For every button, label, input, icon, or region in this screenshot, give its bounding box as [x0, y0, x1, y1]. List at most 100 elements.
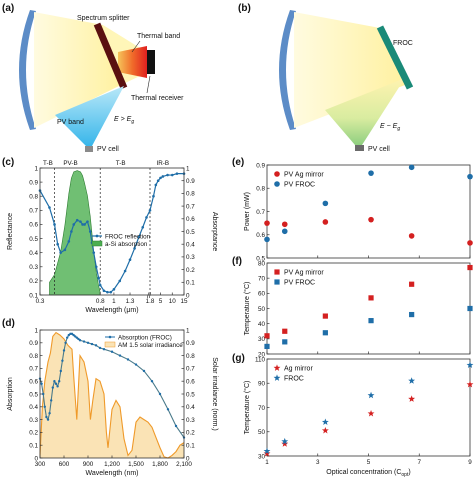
legend-marker-e [274, 181, 280, 187]
y-tick-label-d: 0 [34, 455, 38, 462]
label-condition-b: E ~ Eg [380, 123, 400, 132]
label-froc: FROC [393, 40, 413, 47]
froc-absorption-point [78, 339, 82, 342]
froc-absorption-point [166, 408, 170, 411]
data-point-e [264, 236, 270, 243]
froc-absorption-point [75, 336, 79, 339]
y-tick-label-f: 60 [258, 291, 266, 298]
legend-label-e: PV Ag mirror [284, 172, 324, 179]
x-tick-label-d: 300 [35, 461, 46, 468]
froc-absorption-point [118, 354, 122, 357]
x-tick-label-c: 1 [112, 298, 116, 305]
data-point-e [281, 221, 288, 228]
froc-reflection-point [166, 173, 169, 177]
froc-reflection-point [137, 235, 141, 239]
panel-d-label: (d) [2, 318, 15, 329]
data-point-g [408, 377, 416, 384]
y-tick-label-g: 70 [258, 405, 266, 412]
panel-f-label: (f) [232, 256, 242, 267]
chart-c-plot: T-B PV-B T-B IR-B // 0.1 0.2 0.3 0.4 0.5 0.6 0.7 0.8… [7, 160, 218, 314]
data-point-e [368, 170, 374, 176]
froc-reflection-point [133, 247, 136, 250]
froc-absorption-point [53, 380, 56, 383]
chart-e-plot: 0.5 0.6 0.7 0.8 0.9 Power (mW) PV Ag mirror PV … [244, 162, 473, 262]
froc-absorption-point [158, 392, 162, 396]
y-tick-label-c: 0.3 [29, 264, 38, 271]
froc-absorption-point [90, 342, 94, 346]
froc-reflection-point [109, 290, 113, 294]
thermal-band-beam [118, 46, 147, 78]
y-tick-label-d: 1 [34, 327, 38, 334]
data-point-f [322, 313, 328, 319]
data-point-g [466, 380, 474, 388]
froc-absorption-point [110, 350, 114, 353]
legend-marker-absorption [108, 335, 112, 339]
thermal-receiver-block [147, 50, 155, 74]
chart-g-plot: 30 50 70 90 110 1 3 5 7 9 Optical concentration (C… [243, 356, 474, 478]
y2-tick-label-d: 1 [186, 327, 190, 334]
x-tick-label-d: 600 [59, 461, 70, 468]
froc-reflection-point [170, 173, 174, 177]
froc-absorption-point [98, 346, 102, 350]
y2-tick-label-d: 0.2 [186, 430, 195, 437]
y-tick-label-c: 0.8 [29, 194, 38, 201]
y2-tick-label-d: 0.5 [186, 391, 195, 398]
panel-d: (d) 0 00.1 0.10.2 0.20.3 0.30.4 0.40.5 0.50.6 0… [2, 318, 218, 477]
froc-reflection-point [88, 230, 92, 233]
y-tick-label-e: 0.6 [256, 232, 265, 239]
froc-reflection-point [123, 269, 127, 273]
legend-marker-froc-reflection [95, 234, 99, 238]
froc-absorption-point [56, 385, 59, 388]
x-tick-label-c: 1.8 [146, 298, 155, 305]
legend-marker-g [273, 374, 281, 381]
y-axis-label-e: Power (mW) [244, 192, 251, 231]
y-tick-label-e: 0.5 [256, 255, 265, 262]
y2-tick-label-d: 0.1 [186, 443, 195, 450]
froc-absorption-point [51, 386, 54, 389]
data-point-f [409, 311, 415, 318]
froc-absorption-point [86, 341, 90, 344]
panel-e: (e) 0.5 0.6 0.7 0.8 0.9 Power (mW) PV Ag mirro… [232, 157, 473, 262]
y2-tick-label-d: 0.3 [186, 417, 195, 424]
froc-reflection-point [161, 175, 165, 178]
froc-absorption-point [62, 349, 66, 352]
region-label-c: T-B [43, 160, 53, 167]
concave-mirror-b [279, 10, 296, 130]
x-tick-label-g: 5 [367, 459, 371, 466]
y-axis-label-g: Temperature (°C) [243, 381, 251, 435]
froc-reflection-point [56, 242, 59, 246]
y-tick-label-c: 0.4 [29, 250, 38, 257]
panel-b-label: (b) [238, 3, 251, 14]
y2-tick-label-d: 0.7 [186, 366, 195, 373]
arrow-thermal-band [131, 40, 141, 53]
y2-axis-label-d: Solar irradiance (norm.) [211, 357, 218, 431]
spectrum-splitter [93, 22, 128, 90]
froc-reflection-point [175, 172, 179, 175]
froc-reflection-point [159, 176, 162, 180]
froc-absorption-point [58, 380, 61, 383]
label-pv-cell-b: PV cell [368, 146, 390, 153]
froc-absorption-point [59, 369, 62, 373]
froc-absorption-point [150, 380, 154, 383]
froc-reflection-point [86, 220, 89, 223]
panel-f: (f) 20 30 40 50 60 70 80 Temperature (°C) PV Ag … [232, 256, 473, 358]
froc-absorption-point [126, 358, 130, 361]
label-thermal-band: Thermal band [137, 33, 180, 40]
chart-f-plot: 20 30 40 50 60 70 80 Temperature (°C) PV Ag mirr… [243, 260, 473, 358]
x-tick-label-c: 1.3 [126, 298, 135, 305]
froc-reflection-point [148, 209, 152, 212]
y2-tick-label-c: 0.7 [186, 203, 195, 210]
data-point-g [321, 418, 329, 425]
region-label-c: PV-B [63, 160, 77, 167]
froc-absorption-point [45, 415, 48, 419]
legend-label-f: PV Ag mirror [284, 270, 324, 277]
data-point-f [264, 333, 270, 339]
x-tick-label-c: 10 [169, 298, 177, 305]
label-pv-cell-a: PV cell [97, 146, 119, 153]
data-point-e [467, 240, 473, 246]
x-axis-label-g: Optical concentration (Copt) [326, 469, 410, 478]
froc-reflection-point [63, 248, 67, 252]
y2-tick-label-d: 0 [186, 455, 190, 462]
froc-reflection-point [141, 225, 145, 229]
data-point-g [281, 440, 289, 447]
